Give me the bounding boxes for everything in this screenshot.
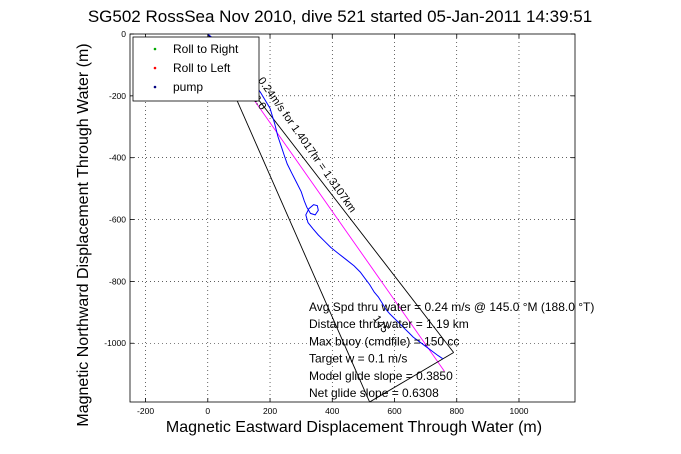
legend-label: Roll to Right <box>173 42 239 56</box>
y-tick-label: -1000 <box>104 338 126 348</box>
x-tick-label: 1000 <box>510 406 529 416</box>
annotation-line: Max buoy (cmdfile) = 150 cc <box>309 334 459 348</box>
x-tick-label: 400 <box>325 406 339 416</box>
annotation-line: Avg Spd thru water = 0.24 m/s @ 145.0 °M… <box>309 300 594 314</box>
annotation-line: Model glide slope = 0.3850 <box>309 369 453 383</box>
reference-line-wedge-cap <box>369 352 454 403</box>
legend: Roll to Right Roll to Left pump <box>132 36 260 102</box>
x-axis-label: Magnetic Eastward Displacement Through W… <box>166 419 542 436</box>
legend-label: pump <box>173 80 203 94</box>
tick-labels: -200 0 200 400 600 800 1000 0 -200 -400 -600 -800 -1… <box>104 29 575 416</box>
x-tick-label: 600 <box>387 406 401 416</box>
grid-lines <box>130 34 575 402</box>
y-tick-label: 0 <box>121 29 126 39</box>
legend-marker <box>153 85 157 89</box>
annotation-line: Distance thru water = 1.19 km <box>309 317 469 331</box>
x-tick-label: 0 <box>205 406 210 416</box>
series-line-0 <box>207 33 443 360</box>
annotation-block: Avg Spd thru water = 0.24 m/s @ 145.0 °M… <box>309 300 594 400</box>
y-axis-label: Magnetic Northward Displacement Through … <box>75 43 92 426</box>
y-tick-label: -200 <box>109 91 126 101</box>
x-tick-label: 200 <box>263 406 277 416</box>
legend-marker <box>153 47 157 51</box>
legend-label: Roll to Left <box>173 61 231 75</box>
annotation-line: Target w = 0.1 m/s <box>309 352 407 366</box>
plot-border <box>129 33 576 403</box>
legend-box <box>132 36 260 102</box>
y-tick-label: -400 <box>109 153 126 163</box>
legend-marker <box>153 66 157 70</box>
chart-title: SG502 RossSea Nov 2010, dive 521 started… <box>88 7 592 26</box>
y-tick-label: -800 <box>109 276 126 286</box>
x-tick-label: -200 <box>137 406 154 416</box>
y-tick-label: -600 <box>109 215 126 225</box>
series-layer <box>207 33 443 360</box>
annotation-line: Net glide slope = 0.6308 <box>309 386 439 400</box>
x-tick-label: 800 <box>450 406 464 416</box>
